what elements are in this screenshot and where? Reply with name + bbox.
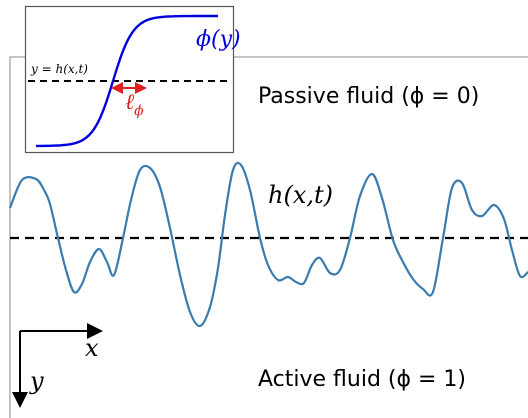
- width-symbol: ℓ: [125, 90, 135, 115]
- active-fluid-label: Active fluid (ϕ = 1): [258, 367, 466, 392]
- inset-frame: [24, 5, 235, 154]
- inset-interface-label: y = h(x,t): [30, 62, 88, 76]
- width-label: ℓϕ: [125, 90, 144, 119]
- width-subscript: ϕ: [134, 103, 144, 119]
- y-axis-label: y: [29, 367, 44, 395]
- passive-fluid-label: Passive fluid (ϕ = 0): [258, 84, 479, 109]
- interface-label: h(x,t): [268, 181, 333, 209]
- phi-profile-curve: [36, 14, 218, 148]
- x-axis-label: x: [85, 334, 99, 362]
- phi-profile-label: ϕ(y): [196, 27, 241, 52]
- main-panel-frame: [9, 56, 528, 418]
- interface-curve: [8, 161, 528, 328]
